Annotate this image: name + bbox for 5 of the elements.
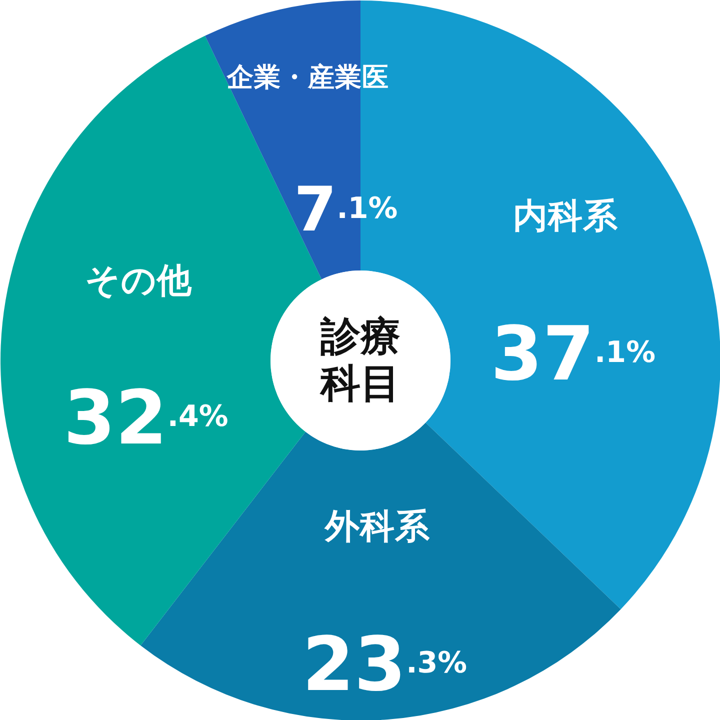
slice-label: その他	[85, 261, 194, 302]
text: 診療科目	[320, 314, 400, 407]
slice-label: 内科系	[513, 196, 620, 237]
slice-label: 外科系	[324, 507, 431, 548]
slice-label: 企業・産業医	[226, 62, 389, 93]
